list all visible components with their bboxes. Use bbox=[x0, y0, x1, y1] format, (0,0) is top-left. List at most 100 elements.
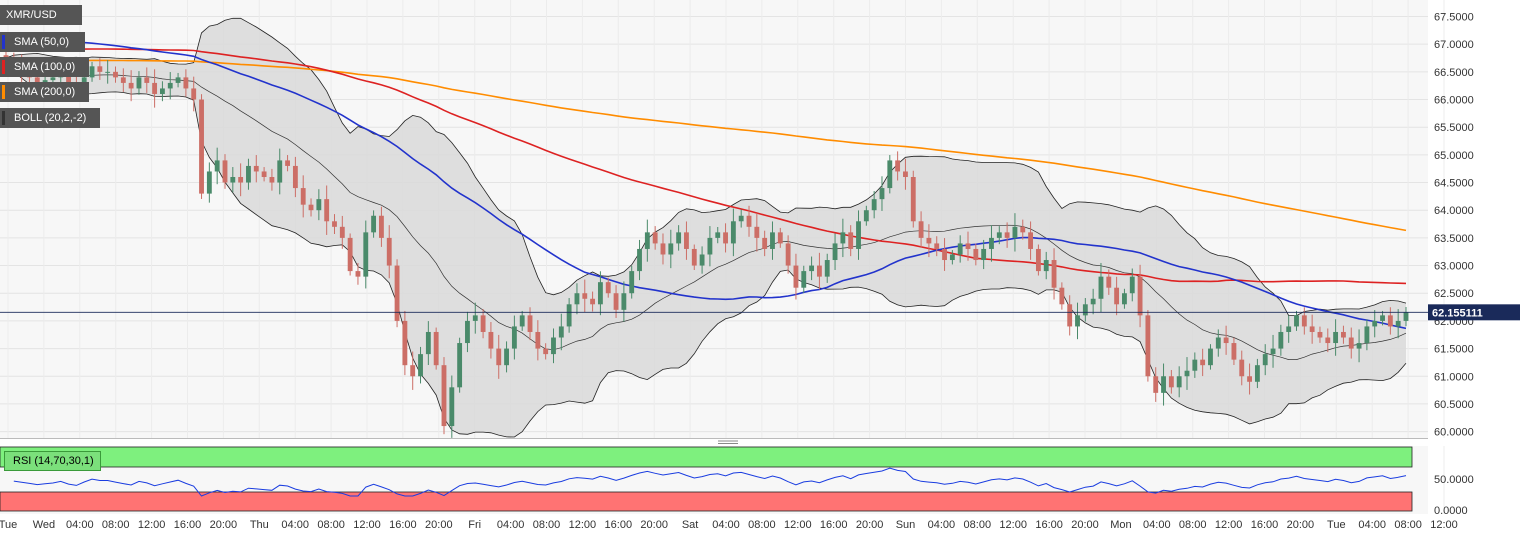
candle-body bbox=[1004, 232, 1010, 238]
candle-body bbox=[1192, 359, 1198, 371]
candle-body bbox=[1200, 359, 1206, 366]
candle-body bbox=[879, 188, 885, 200]
candle-body bbox=[535, 331, 541, 349]
candle-body bbox=[418, 354, 423, 377]
candle-body bbox=[1184, 370, 1190, 377]
legend-sma-50[interactable]: SMA (50,0) bbox=[0, 32, 85, 52]
candle-body bbox=[1223, 337, 1229, 344]
sma-100-line bbox=[5, 47, 1407, 285]
legend-bollinger-label: BOLL (20,2,-2) bbox=[14, 112, 87, 124]
rsi-overbought-zone bbox=[0, 446, 1413, 468]
candle-body bbox=[1294, 315, 1299, 327]
price-axis: 67.5000 67.0000 66.5000 66.0000 65.5000 65.00… bbox=[1434, 12, 1474, 439]
price-tick-label: 66.5000 bbox=[1434, 67, 1474, 79]
price-tick-label: 63.0000 bbox=[1434, 261, 1474, 273]
candle-body bbox=[856, 221, 861, 249]
candle-body bbox=[816, 265, 822, 277]
legend-sma-50-swatch bbox=[2, 35, 5, 49]
candle-body bbox=[230, 177, 236, 183]
candle-body bbox=[1012, 226, 1018, 238]
candle-body bbox=[120, 77, 126, 83]
candle-body bbox=[793, 265, 799, 288]
candle-body bbox=[668, 243, 674, 255]
candle-body bbox=[191, 88, 197, 100]
legend-sma-50-label: SMA (50,0) bbox=[14, 36, 70, 48]
bollinger-band-fill bbox=[6, 18, 1406, 438]
bollinger-middle-line bbox=[5, 60, 1407, 360]
time-tick-label: 08:00 bbox=[1179, 519, 1207, 531]
candle-body bbox=[402, 320, 408, 366]
candle-body bbox=[1231, 343, 1237, 360]
candle-body bbox=[152, 82, 158, 94]
time-tick-label: Thu bbox=[250, 519, 269, 531]
candle-body bbox=[355, 271, 361, 277]
candle-body bbox=[863, 210, 869, 222]
candle-body bbox=[1317, 331, 1323, 338]
candle-body bbox=[1067, 304, 1073, 327]
candle-body bbox=[809, 265, 815, 272]
candle-body bbox=[457, 343, 463, 388]
candlesticks bbox=[3, 50, 1409, 438]
candle-body bbox=[691, 248, 697, 266]
candle-body bbox=[324, 199, 330, 222]
candle-body bbox=[824, 260, 830, 277]
time-tick-label: 16:00 bbox=[1251, 519, 1279, 531]
candle-body bbox=[128, 82, 134, 89]
candle-body bbox=[378, 215, 384, 238]
rsi-oversold-zone bbox=[0, 491, 1413, 512]
candle-body bbox=[363, 232, 369, 277]
pane-resize-handle[interactable] bbox=[718, 440, 738, 444]
bollinger-upper-line bbox=[5, 17, 1407, 316]
candle-body bbox=[339, 226, 345, 238]
time-tick-label: 12:00 bbox=[138, 519, 166, 531]
candle-body bbox=[89, 66, 95, 78]
time-tick-label: 04:00 bbox=[1143, 519, 1171, 531]
rsi-tick-50: 50.0000 bbox=[1434, 474, 1474, 486]
candle-body bbox=[1247, 376, 1252, 382]
candle-body bbox=[214, 160, 220, 172]
candle-body bbox=[386, 237, 392, 266]
candle-body bbox=[425, 331, 431, 355]
candle-body bbox=[308, 204, 314, 211]
candle-body bbox=[1028, 232, 1034, 249]
candle-body bbox=[34, 77, 40, 83]
candle-body bbox=[1286, 326, 1292, 332]
candle-body bbox=[394, 265, 400, 321]
candle-body bbox=[1129, 276, 1135, 294]
time-tick-label: 12:00 bbox=[1215, 519, 1243, 531]
candle-body bbox=[996, 232, 1002, 238]
candle-body bbox=[770, 232, 775, 249]
candle-body bbox=[410, 365, 416, 377]
price-tick-label: 65.5000 bbox=[1434, 122, 1474, 134]
candle-body bbox=[1348, 337, 1354, 349]
symbol-label[interactable]: XMR/USD bbox=[0, 5, 82, 25]
legend-sma-200-swatch bbox=[2, 85, 5, 99]
price-tick-label: 66.0000 bbox=[1434, 95, 1474, 107]
candle-body bbox=[1403, 312, 1409, 321]
candle-body bbox=[582, 293, 588, 299]
candle-body bbox=[1341, 331, 1346, 338]
candle-body bbox=[1137, 276, 1143, 316]
time-tick-label: 04:00 bbox=[1358, 519, 1386, 531]
candle-body bbox=[261, 171, 267, 178]
sma-50-line bbox=[5, 32, 1407, 330]
time-tick-label: 16:00 bbox=[820, 519, 848, 531]
price-tick-label: 64.5000 bbox=[1434, 178, 1474, 190]
candle-body bbox=[1075, 315, 1080, 327]
candle-body bbox=[1208, 348, 1213, 366]
legend-rsi[interactable]: RSI (14,70,30,1) bbox=[4, 451, 101, 471]
candle-body bbox=[238, 177, 244, 183]
candle-body bbox=[269, 177, 275, 183]
candle-body bbox=[1168, 376, 1174, 388]
time-tick-label: 12:00 bbox=[999, 519, 1027, 531]
candle-body bbox=[222, 160, 228, 183]
candle-body bbox=[1153, 376, 1159, 393]
time-tick-label: 16:00 bbox=[1035, 519, 1063, 531]
candle-body bbox=[551, 337, 556, 355]
legend-sma-100[interactable]: SMA (100,0) bbox=[0, 57, 89, 77]
candle-body bbox=[183, 77, 189, 89]
rsi-axis: 50.0000 0.0000 bbox=[1434, 474, 1474, 517]
legend-bollinger[interactable]: BOLL (20,2,-2) bbox=[0, 108, 100, 128]
legend-sma-200[interactable]: SMA (200,0) bbox=[0, 82, 89, 102]
